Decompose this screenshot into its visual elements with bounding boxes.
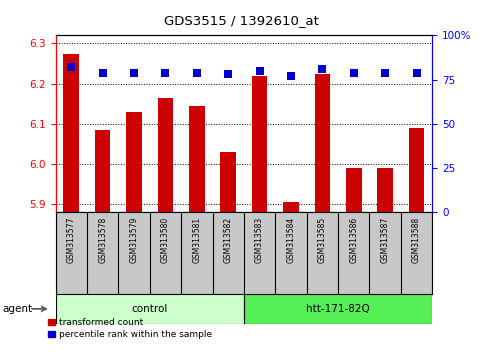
Bar xyxy=(157,98,173,212)
Point xyxy=(99,70,107,75)
Text: GSM313586: GSM313586 xyxy=(349,216,358,263)
Legend: transformed count, percentile rank within the sample: transformed count, percentile rank withi… xyxy=(48,318,212,339)
Bar xyxy=(95,130,111,212)
Point xyxy=(319,66,327,72)
Text: GSM313584: GSM313584 xyxy=(286,216,296,263)
Point xyxy=(193,70,201,75)
Bar xyxy=(409,128,425,212)
Text: GSM313580: GSM313580 xyxy=(161,216,170,263)
Text: control: control xyxy=(131,304,168,314)
Bar xyxy=(126,112,142,212)
Text: GSM313588: GSM313588 xyxy=(412,216,421,263)
Text: GSM313583: GSM313583 xyxy=(255,216,264,263)
Text: agent: agent xyxy=(2,304,32,314)
Text: GDS3515 / 1392610_at: GDS3515 / 1392610_at xyxy=(164,14,319,27)
Text: GSM313581: GSM313581 xyxy=(192,216,201,263)
Bar xyxy=(377,168,393,212)
Point xyxy=(161,70,170,75)
Text: GSM313579: GSM313579 xyxy=(129,216,139,263)
Point xyxy=(130,70,138,75)
Text: GSM313585: GSM313585 xyxy=(318,216,327,263)
Text: GSM313587: GSM313587 xyxy=(381,216,390,263)
Bar xyxy=(314,74,330,212)
Point xyxy=(256,68,264,74)
Text: GSM313577: GSM313577 xyxy=(67,216,76,263)
Bar xyxy=(346,168,362,212)
Point xyxy=(382,70,389,75)
Bar xyxy=(252,76,268,212)
Point xyxy=(68,64,75,70)
Bar xyxy=(283,202,299,212)
Bar xyxy=(220,152,236,212)
Point xyxy=(350,70,357,75)
Point xyxy=(224,72,232,77)
Point xyxy=(287,73,295,79)
Bar xyxy=(63,53,79,212)
Point xyxy=(412,70,420,75)
Bar xyxy=(189,106,205,212)
Text: GSM313582: GSM313582 xyxy=(224,216,233,263)
Bar xyxy=(56,294,244,324)
Bar xyxy=(244,294,432,324)
Text: GSM313578: GSM313578 xyxy=(98,216,107,263)
Text: htt-171-82Q: htt-171-82Q xyxy=(306,304,370,314)
